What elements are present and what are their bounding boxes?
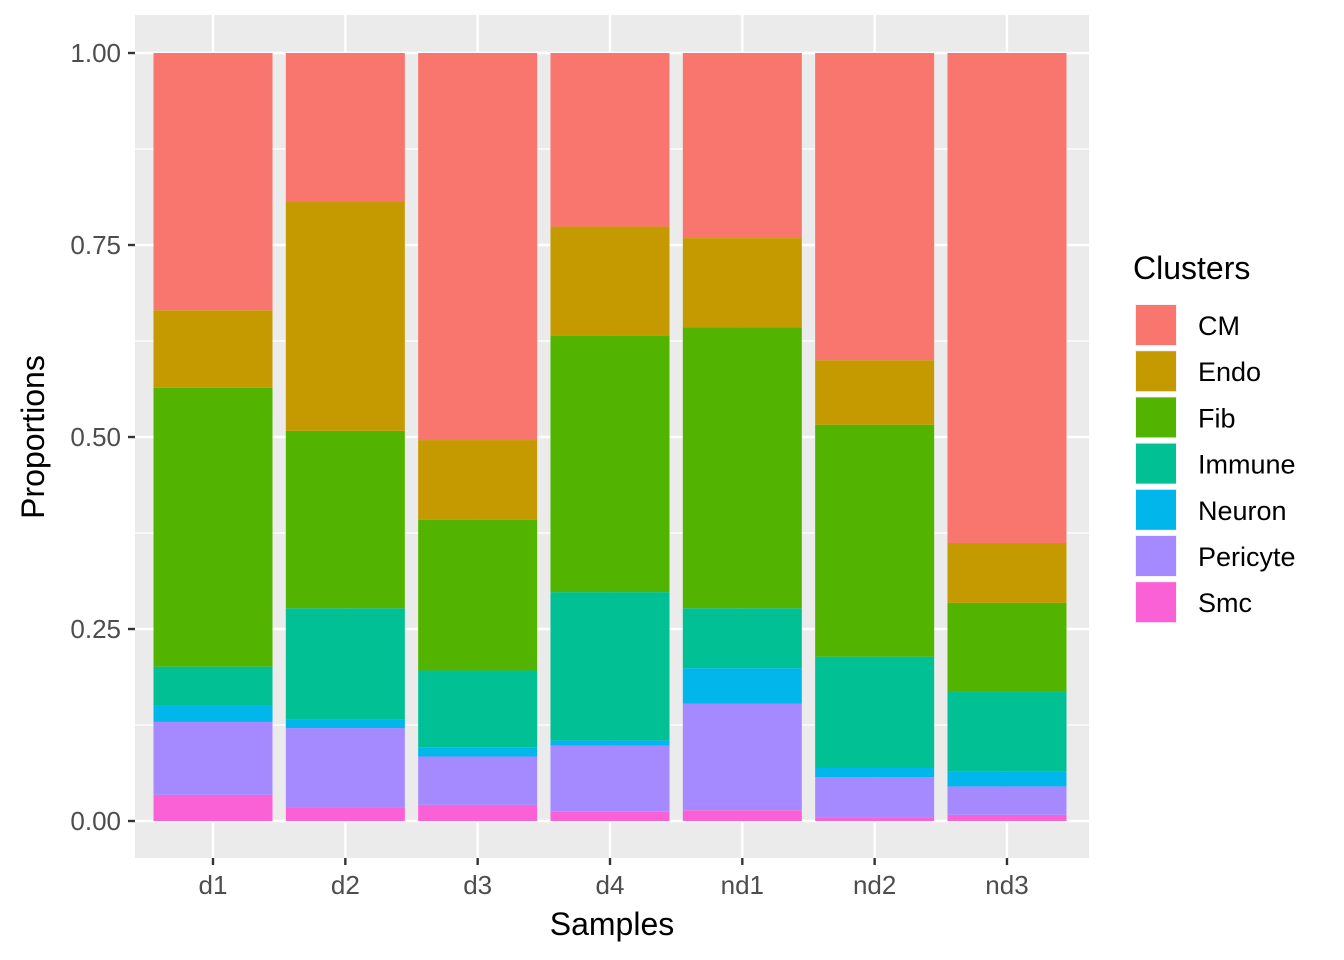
x-tick-label: d2 xyxy=(331,870,360,900)
bar-segment-neuron-d4 xyxy=(550,740,670,746)
bar-segment-cm-d1 xyxy=(153,53,273,311)
bar-segment-neuron-d3 xyxy=(418,747,538,757)
bar-segment-smc-nd3 xyxy=(947,814,1067,821)
legend-swatch-fib xyxy=(1136,397,1176,438)
x-tick-label: d4 xyxy=(596,870,625,900)
bar-segment-cm-nd1 xyxy=(682,53,802,239)
legend-swatch-pericyte xyxy=(1136,536,1176,576)
x-tick-label: nd2 xyxy=(853,870,896,900)
bar-segment-pericyte-d3 xyxy=(418,756,538,805)
bar-segment-immune-nd3 xyxy=(947,691,1067,772)
legend-label-neuron: Neuron xyxy=(1198,496,1287,526)
x-tick-label: nd1 xyxy=(721,870,764,900)
bar-segment-smc-nd2 xyxy=(815,817,935,821)
bar-segment-fib-nd1 xyxy=(682,327,802,609)
y-tick-label: 0.25 xyxy=(70,614,121,644)
legend-swatch-neuron xyxy=(1136,489,1176,530)
bar-segment-smc-d3 xyxy=(418,804,538,821)
y-tick-label: 0.50 xyxy=(70,422,121,452)
bar-segment-fib-nd3 xyxy=(947,602,1067,692)
x-axis: d1 d2 d3 d4 nd1 nd2 nd3 xyxy=(199,858,1029,900)
bar-segment-cm-d4 xyxy=(550,53,670,227)
bar-segment-endo-d3 xyxy=(418,440,538,520)
bar-segment-endo-d2 xyxy=(285,201,405,431)
bar-segment-pericyte-d2 xyxy=(285,728,405,808)
legend-swatch-immune xyxy=(1136,443,1176,484)
bar-segment-endo-nd3 xyxy=(947,542,1067,603)
bar-segment-neuron-d2 xyxy=(285,719,405,729)
bar-stack-nd1 xyxy=(682,53,802,821)
legend-label-pericyte: Pericyte xyxy=(1198,542,1296,572)
legend-label-endo: Endo xyxy=(1198,357,1261,387)
bar-segment-neuron-d1 xyxy=(153,705,273,722)
x-tick-label: d3 xyxy=(463,870,492,900)
bar-segment-fib-d2 xyxy=(285,430,405,609)
bar-segment-immune-d3 xyxy=(418,670,538,748)
legend: Clusters CM Endo Fib Immune Neuron Pericyte Sm… xyxy=(1133,250,1296,624)
bar-segment-smc-d1 xyxy=(153,794,273,821)
bar-stack-nd3 xyxy=(947,53,1067,821)
y-axis: 0.00 0.25 0.50 0.75 1.00 xyxy=(70,38,135,836)
legend-label-immune: Immune xyxy=(1198,450,1296,480)
legend-label-smc: Smc xyxy=(1198,588,1252,618)
bar-segment-endo-nd1 xyxy=(682,238,802,328)
bar-segment-fib-d1 xyxy=(153,387,273,667)
legend-swatch-smc xyxy=(1136,582,1176,623)
bar-segment-immune-d1 xyxy=(153,666,273,706)
bar-segment-endo-d1 xyxy=(153,310,273,388)
bar-stack-d1 xyxy=(153,53,273,821)
bar-segment-fib-d3 xyxy=(418,519,538,671)
x-tick-label: nd3 xyxy=(985,870,1028,900)
bar-segment-pericyte-nd3 xyxy=(947,786,1067,815)
x-tick-label: d1 xyxy=(199,870,228,900)
legend-label-cm: CM xyxy=(1198,311,1240,341)
bar-stack-d3 xyxy=(418,53,538,821)
legend-swatch-cm xyxy=(1136,305,1176,345)
bar-segment-smc-d2 xyxy=(285,807,405,821)
bar-segment-pericyte-nd2 xyxy=(815,777,935,818)
y-tick-label: 0.00 xyxy=(70,806,121,836)
bar-segment-fib-d4 xyxy=(550,335,670,593)
y-tick-label: 0.75 xyxy=(70,230,121,260)
bar-segment-cm-nd2 xyxy=(815,53,935,361)
bar-stack-d4 xyxy=(550,53,670,821)
bar-segment-neuron-nd2 xyxy=(815,768,935,778)
y-axis-title: Proportions xyxy=(15,355,51,519)
bars xyxy=(153,53,1067,821)
y-tick-label: 1.00 xyxy=(70,38,121,68)
bar-segment-cm-d3 xyxy=(418,53,538,441)
bar-segment-endo-d4 xyxy=(550,226,670,336)
bar-segment-neuron-nd1 xyxy=(682,668,802,704)
bar-segment-immune-d2 xyxy=(285,608,405,720)
bar-segment-smc-d4 xyxy=(550,811,670,821)
bar-stack-d2 xyxy=(285,53,405,821)
bar-stack-nd2 xyxy=(815,53,935,821)
bar-segment-fib-nd2 xyxy=(815,424,935,657)
bar-segment-pericyte-d1 xyxy=(153,721,273,795)
legend-title: Clusters xyxy=(1133,250,1250,286)
bar-segment-smc-nd1 xyxy=(682,810,802,821)
bar-segment-pericyte-nd1 xyxy=(682,703,802,811)
bar-segment-cm-d2 xyxy=(285,53,405,202)
bar-segment-endo-nd2 xyxy=(815,360,935,425)
x-axis-title: Samples xyxy=(550,906,675,942)
bar-segment-immune-d4 xyxy=(550,592,670,741)
legend-label-fib: Fib xyxy=(1198,403,1236,433)
bar-segment-pericyte-d4 xyxy=(550,745,670,812)
bar-segment-immune-nd2 xyxy=(815,656,935,769)
bar-segment-cm-nd3 xyxy=(947,53,1067,543)
bar-segment-immune-nd1 xyxy=(682,608,802,669)
legend-swatch-endo xyxy=(1136,351,1176,392)
bar-segment-neuron-nd3 xyxy=(947,771,1067,787)
